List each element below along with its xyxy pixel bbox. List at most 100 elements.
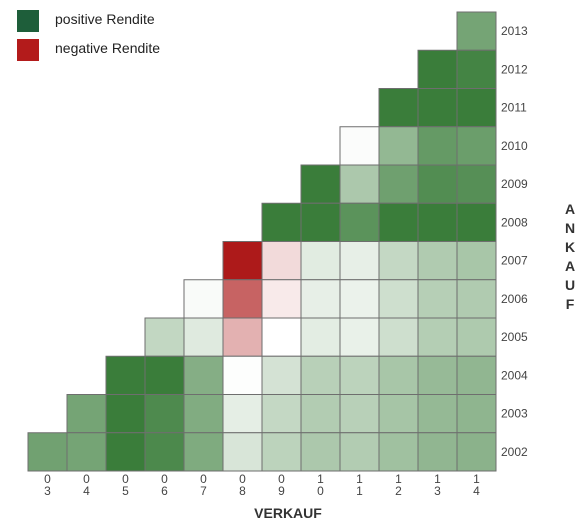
heatmap-cell (378, 394, 419, 434)
heatmap-cell (339, 126, 380, 166)
heatmap-cell (456, 279, 497, 319)
heatmap-cell (66, 432, 107, 472)
heatmap-cell (456, 394, 497, 434)
heatmap-cell (261, 279, 302, 319)
y-tick-label: 2010 (501, 139, 528, 153)
heatmap-cell (261, 317, 302, 357)
legend-label-positive: positive Rendite (55, 11, 155, 27)
heatmap-cell (417, 394, 458, 434)
y-tick-label: 2008 (501, 215, 528, 229)
heatmap-cell (417, 317, 458, 357)
heatmap-cell (378, 355, 419, 395)
heatmap-cell (378, 88, 419, 128)
heatmap-cell (300, 241, 341, 281)
heatmap-cell (456, 49, 497, 89)
y-tick-label: 2003 (501, 407, 528, 421)
heatmap-cell (261, 241, 302, 281)
heatmap-cell (417, 164, 458, 204)
heatmap-cell (300, 164, 341, 204)
x-axis-title: VERKAUF (254, 505, 322, 521)
heatmap-cell (300, 202, 341, 242)
heatmap-cell (183, 317, 224, 357)
y-axis-title-letter: A (564, 201, 576, 217)
heatmap-cell (378, 164, 419, 204)
heatmap-cell (144, 394, 185, 434)
heatmap-cell (300, 279, 341, 319)
y-tick-label: 2005 (501, 330, 528, 344)
legend-item-negative: negative Rendite (17, 39, 247, 61)
heatmap-cell (183, 355, 224, 395)
heatmap-cell (417, 355, 458, 395)
heatmap-cell (222, 241, 263, 281)
heatmap-cell (183, 279, 224, 319)
heatmap-cell (27, 432, 68, 472)
heatmap-cell (378, 126, 419, 166)
heatmap-cell (456, 11, 497, 51)
heatmap-cell (183, 432, 224, 472)
heatmap-cell (456, 126, 497, 166)
heatmap-cell (339, 432, 380, 472)
y-axis-title-letter: A (564, 258, 576, 274)
heatmap-cell (378, 241, 419, 281)
heatmap-cell (339, 202, 380, 242)
heatmap-cell (456, 241, 497, 281)
heatmap-cell (222, 394, 263, 434)
heatmap-cell (378, 432, 419, 472)
heatmap-cell (300, 394, 341, 434)
heatmap-cell (417, 88, 458, 128)
legend-swatch-negative (17, 39, 39, 61)
heatmap-cell (339, 394, 380, 434)
y-axis-title-letter: F (565, 296, 575, 312)
y-tick-label: 2006 (501, 292, 528, 306)
heatmap-cell (300, 317, 341, 357)
y-axis-title-letter: U (564, 277, 576, 293)
y-tick-label: 2011 (501, 101, 527, 115)
heatmap-cell (417, 241, 458, 281)
heatmap-cell (261, 394, 302, 434)
heatmap-cell (339, 164, 380, 204)
heatmap-cell (261, 355, 302, 395)
heatmap-cell (417, 432, 458, 472)
heatmap-cell (300, 355, 341, 395)
heatmap-cell (456, 88, 497, 128)
heatmap-cell (222, 279, 263, 319)
y-tick-label: 2007 (501, 254, 528, 268)
heatmap-cell (456, 432, 497, 472)
heatmap-cell (456, 355, 497, 395)
y-tick-label: 2004 (501, 368, 528, 382)
heatmap-cell (222, 355, 263, 395)
heatmap-cell (144, 355, 185, 395)
heatmap-cell (105, 394, 146, 434)
y-axis-title-letter: K (564, 239, 576, 255)
heatmap-cell (339, 355, 380, 395)
heatmap-cell (417, 49, 458, 89)
y-tick-label: 2013 (501, 24, 528, 38)
heatmap-cell (222, 317, 263, 357)
heatmap-cell (417, 279, 458, 319)
heatmap-cell (105, 432, 146, 472)
heatmap-cell (183, 394, 224, 434)
heatmap-cell (144, 432, 185, 472)
y-tick-label: 2012 (501, 62, 528, 76)
heatmap-cell (339, 279, 380, 319)
legend-swatch-positive (17, 10, 39, 32)
heatmap-cell (456, 164, 497, 204)
y-tick-label: 2009 (501, 177, 528, 191)
heatmap-cell (417, 202, 458, 242)
heatmap-cell (456, 317, 497, 357)
heatmap-cell (417, 126, 458, 166)
heatmap-cell (261, 202, 302, 242)
legend-item-positive: positive Rendite (17, 10, 247, 32)
